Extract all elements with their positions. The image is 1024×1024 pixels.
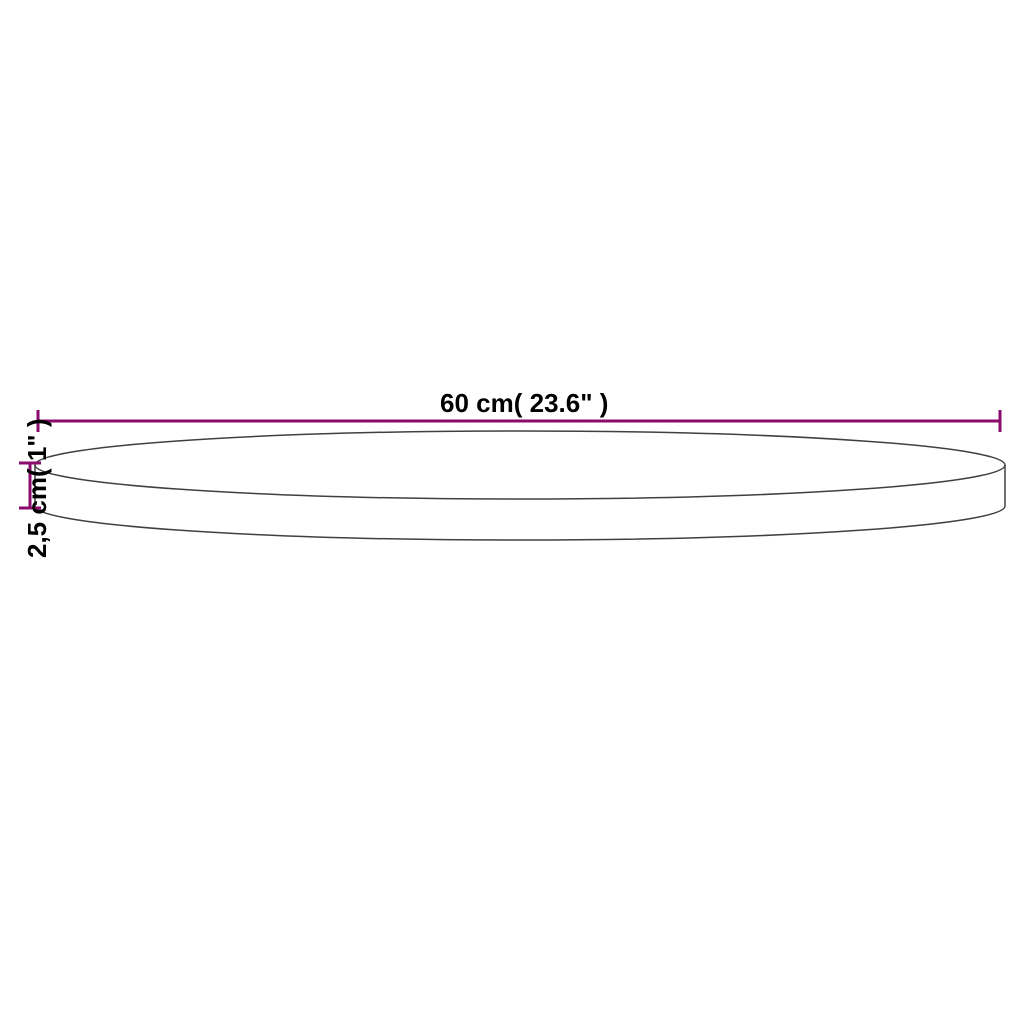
width-dimension-label: 60 cm( 23.6" ) bbox=[440, 388, 608, 419]
thickness-dimension-label: 2,5 cm( 1" ) bbox=[22, 419, 53, 559]
diagram-svg bbox=[0, 0, 1024, 1024]
disc-shape bbox=[35, 431, 1005, 540]
dimension-diagram: 60 cm( 23.6" ) 2,5 cm( 1" ) bbox=[0, 0, 1024, 1024]
